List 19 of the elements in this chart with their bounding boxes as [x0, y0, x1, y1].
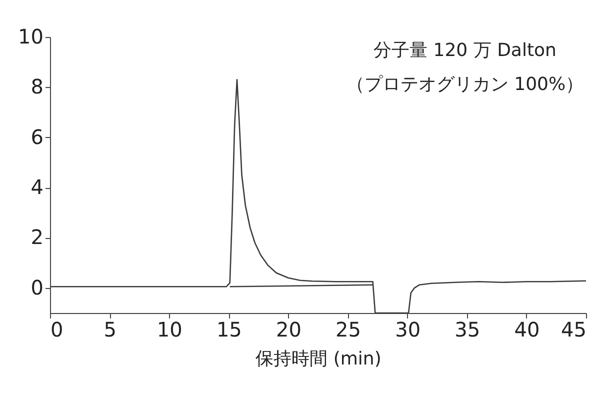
y-tick-label: 10 [18, 24, 44, 48]
x-tick-label: 20 [276, 318, 302, 342]
annotation: 分子量 120 万 Dalton [374, 40, 556, 61]
x-tick-label: 35 [454, 318, 480, 342]
x-tick-label: 15 [216, 318, 242, 342]
x-tick-label: 25 [336, 318, 362, 342]
y-tick-label: 4 [30, 175, 44, 200]
y-tick-label: 2 [30, 225, 44, 250]
y-tick-label: 0 [30, 275, 44, 300]
x-axis-title: 保持時間 (min) [256, 348, 382, 370]
annotation: （プロテオグリカン 100%） [346, 74, 584, 95]
x-tick-label: 10 [156, 318, 182, 342]
x-tick-label: 40 [514, 318, 540, 342]
x-tick-label: 0 [50, 318, 64, 342]
x-tick-label: 45 [561, 318, 586, 342]
y-tick-label: 8 [30, 74, 44, 99]
y-tick-label: 6 [30, 124, 44, 149]
x-tick-label: 30 [395, 318, 421, 342]
x-tick-label: 5 [104, 318, 116, 342]
